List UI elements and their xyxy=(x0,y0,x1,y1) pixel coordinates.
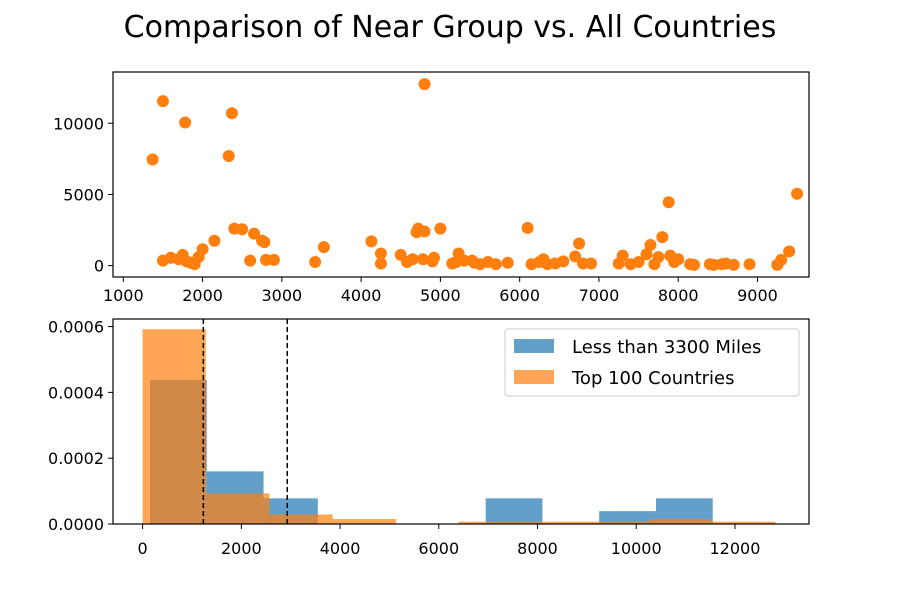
scatter-x-tick-label: 7000 xyxy=(579,286,620,305)
histogram-y-tick-label: 0.0000 xyxy=(48,515,104,534)
scatter-point xyxy=(309,256,322,269)
scatter-x-ticks: 1000 2000 3000 4000 5000 6000 7000 8000 9000 xyxy=(103,277,778,305)
scatter-x-tick-label: 5000 xyxy=(420,286,461,305)
scatter-point xyxy=(743,258,756,271)
legend-box xyxy=(504,328,800,397)
scatter-x-tick-label: 9000 xyxy=(737,286,778,305)
scatter-point xyxy=(146,153,159,166)
legend-label-near: Less than 3300 Miles xyxy=(572,337,761,358)
scatter-point xyxy=(406,253,419,266)
scatter-point xyxy=(573,237,586,250)
histogram-bar-top100 xyxy=(712,521,776,524)
histogram-frame xyxy=(112,318,810,525)
histogram-bar-top100 xyxy=(458,521,523,524)
scatter-point xyxy=(501,256,514,269)
scatter-x-tick-label: 6000 xyxy=(499,286,540,305)
scatter-point xyxy=(569,250,582,263)
scatter-y-tick-label: 10000 xyxy=(53,114,104,133)
scatter-x-tick-label: 4000 xyxy=(341,286,382,305)
scatter-point xyxy=(416,253,429,266)
legend-label-top100: Top 100 Countries xyxy=(571,368,734,389)
scatter-point xyxy=(208,234,221,247)
histogram-bar-top100 xyxy=(522,521,586,524)
legend-swatch-top100 xyxy=(514,370,554,384)
histogram-x-tick-label: 12000 xyxy=(710,539,761,558)
scatter-point xyxy=(585,257,598,270)
scatter-x-tick-label: 8000 xyxy=(658,286,699,305)
histogram-axes: 0 2000 4000 6000 8000 10000 12000 0.0000 0.0002… xyxy=(48,318,810,558)
histogram-bar-near xyxy=(599,511,656,524)
histogram-bar-top100 xyxy=(142,329,206,524)
scatter-x-tick-label: 1000 xyxy=(103,286,144,305)
scatter-point xyxy=(521,221,534,234)
scatter-point xyxy=(267,253,280,266)
scatter-point xyxy=(672,253,685,266)
histogram-y-tick-label: 0.0006 xyxy=(48,318,104,337)
scatter-point xyxy=(640,248,653,261)
legend-swatch-near xyxy=(514,339,554,353)
histogram-x-tick-label: 2000 xyxy=(221,539,262,558)
histogram-bar-near xyxy=(485,498,543,524)
scatter-point xyxy=(727,258,740,271)
scatter-point xyxy=(248,227,261,240)
scatter-point xyxy=(656,231,669,244)
scatter-point xyxy=(616,249,629,262)
histogram-x-tick-label: 6000 xyxy=(418,539,459,558)
chart-title: Comparison of Near Group vs. All Countri… xyxy=(124,10,777,45)
histogram-bar-top100 xyxy=(269,514,333,524)
histogram-x-tick-label: 8000 xyxy=(517,539,558,558)
histogram-y-ticks: 0.0000 0.0002 0.0004 0.0006 xyxy=(48,318,113,534)
scatter-point xyxy=(365,235,378,248)
histogram-x-tick-label: 10000 xyxy=(611,539,662,558)
histogram-x-tick-label: 4000 xyxy=(320,539,361,558)
scatter-point xyxy=(775,253,788,266)
histogram-bar-top100 xyxy=(648,519,713,524)
scatter-point xyxy=(258,236,271,249)
scatter-point xyxy=(783,245,796,258)
scatter-points xyxy=(146,78,804,271)
scatter-point xyxy=(374,247,387,260)
scatter-point xyxy=(418,225,431,238)
histogram-bar-top100 xyxy=(332,519,396,524)
scatter-point xyxy=(652,251,665,264)
scatter-point xyxy=(244,254,257,267)
scatter-x-tick-label: 3000 xyxy=(261,286,302,305)
scatter-point xyxy=(434,222,447,235)
scatter-point xyxy=(644,238,657,251)
scatter-y-tick-label: 5000 xyxy=(63,185,104,204)
scatter-point xyxy=(196,243,209,256)
scatter-point xyxy=(489,258,502,271)
histogram-bar-top100 xyxy=(205,493,270,524)
scatter-point xyxy=(222,149,235,162)
scatter-point xyxy=(688,258,701,271)
scatter-x-tick-label: 2000 xyxy=(182,286,223,305)
scatter-y-ticks: 0 5000 10000 xyxy=(53,114,113,276)
scatter-point xyxy=(662,196,675,209)
histogram-x-ticks: 0 2000 4000 6000 8000 10000 12000 xyxy=(138,524,761,558)
scatter-point xyxy=(557,255,570,268)
scatter-axes: 1000 2000 3000 4000 5000 6000 7000 8000 9000 0 50… xyxy=(53,71,810,305)
scatter-point xyxy=(236,223,249,236)
histogram-y-tick-label: 0.0002 xyxy=(48,449,104,468)
histogram-reference-lines xyxy=(202,319,288,524)
histogram-y-tick-label: 0.0004 xyxy=(48,383,104,402)
scatter-point xyxy=(632,256,645,269)
scatter-y-tick-label: 0 xyxy=(94,257,104,276)
legend: Less than 3300 Miles Top 100 Countries xyxy=(504,328,800,397)
histogram-bars xyxy=(142,329,776,524)
scatter-point xyxy=(791,187,804,200)
histogram-bar-top100 xyxy=(585,521,649,524)
histogram-x-tick-label: 0 xyxy=(138,539,148,558)
scatter-point xyxy=(428,251,441,264)
scatter-frame xyxy=(112,71,810,278)
scatter-point xyxy=(179,116,192,129)
scatter-point xyxy=(418,78,431,91)
scatter-point xyxy=(225,107,238,120)
scatter-point xyxy=(317,241,330,254)
scatter-point xyxy=(374,257,387,270)
scatter-point xyxy=(156,95,169,108)
